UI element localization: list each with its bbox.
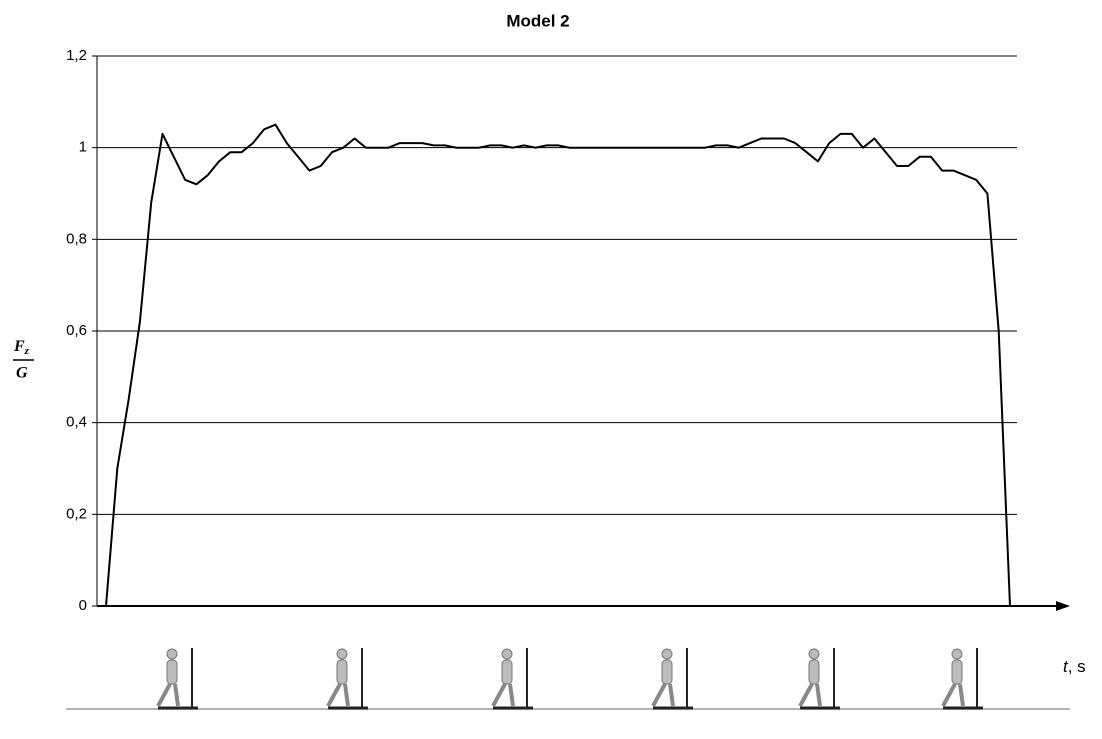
x-axis-label: t, s: [1063, 657, 1086, 676]
figure-body: [808, 659, 820, 685]
y-tick-label: 0,8: [66, 230, 87, 247]
chart-title: Model 2: [506, 11, 569, 30]
figure-legs: [941, 683, 965, 707]
figure-head: [951, 648, 963, 660]
walker-figures: [156, 648, 983, 710]
figure-head: [808, 648, 820, 660]
figure-legs: [326, 683, 350, 707]
figure-body: [661, 659, 673, 685]
y-label-subscript: z: [24, 345, 30, 357]
y-axis-label: Fz G: [13, 338, 34, 382]
figure-legs: [156, 683, 180, 707]
figure-legs: [651, 683, 675, 707]
x-label-unit: , s: [1068, 657, 1086, 676]
figure-head: [661, 648, 673, 660]
svg-text:Fz: Fz: [13, 338, 30, 357]
figure-body: [336, 659, 348, 685]
data-line: [105, 123, 1011, 607]
y-tick-label: 1: [79, 139, 87, 156]
figure-head: [336, 648, 348, 660]
figure-legs: [491, 683, 515, 707]
figure-body: [166, 659, 178, 685]
figure-legs: [798, 683, 822, 707]
figure-head: [501, 648, 513, 660]
y-label-numerator: F: [13, 338, 25, 355]
y-tick-label: 0: [79, 597, 87, 614]
y-tick-label: 1,2: [66, 47, 87, 64]
y-tick-label: 0,6: [66, 322, 87, 339]
figure-body: [951, 659, 963, 685]
x-axis-arrow: [1056, 601, 1070, 611]
y-tick-label: 0,2: [66, 505, 87, 522]
y-tick-label: 0,4: [66, 414, 87, 431]
y-label-denominator: G: [16, 365, 28, 382]
figure-body: [501, 659, 513, 685]
figure-head: [166, 648, 178, 660]
x-label-variable: t: [1063, 657, 1069, 676]
